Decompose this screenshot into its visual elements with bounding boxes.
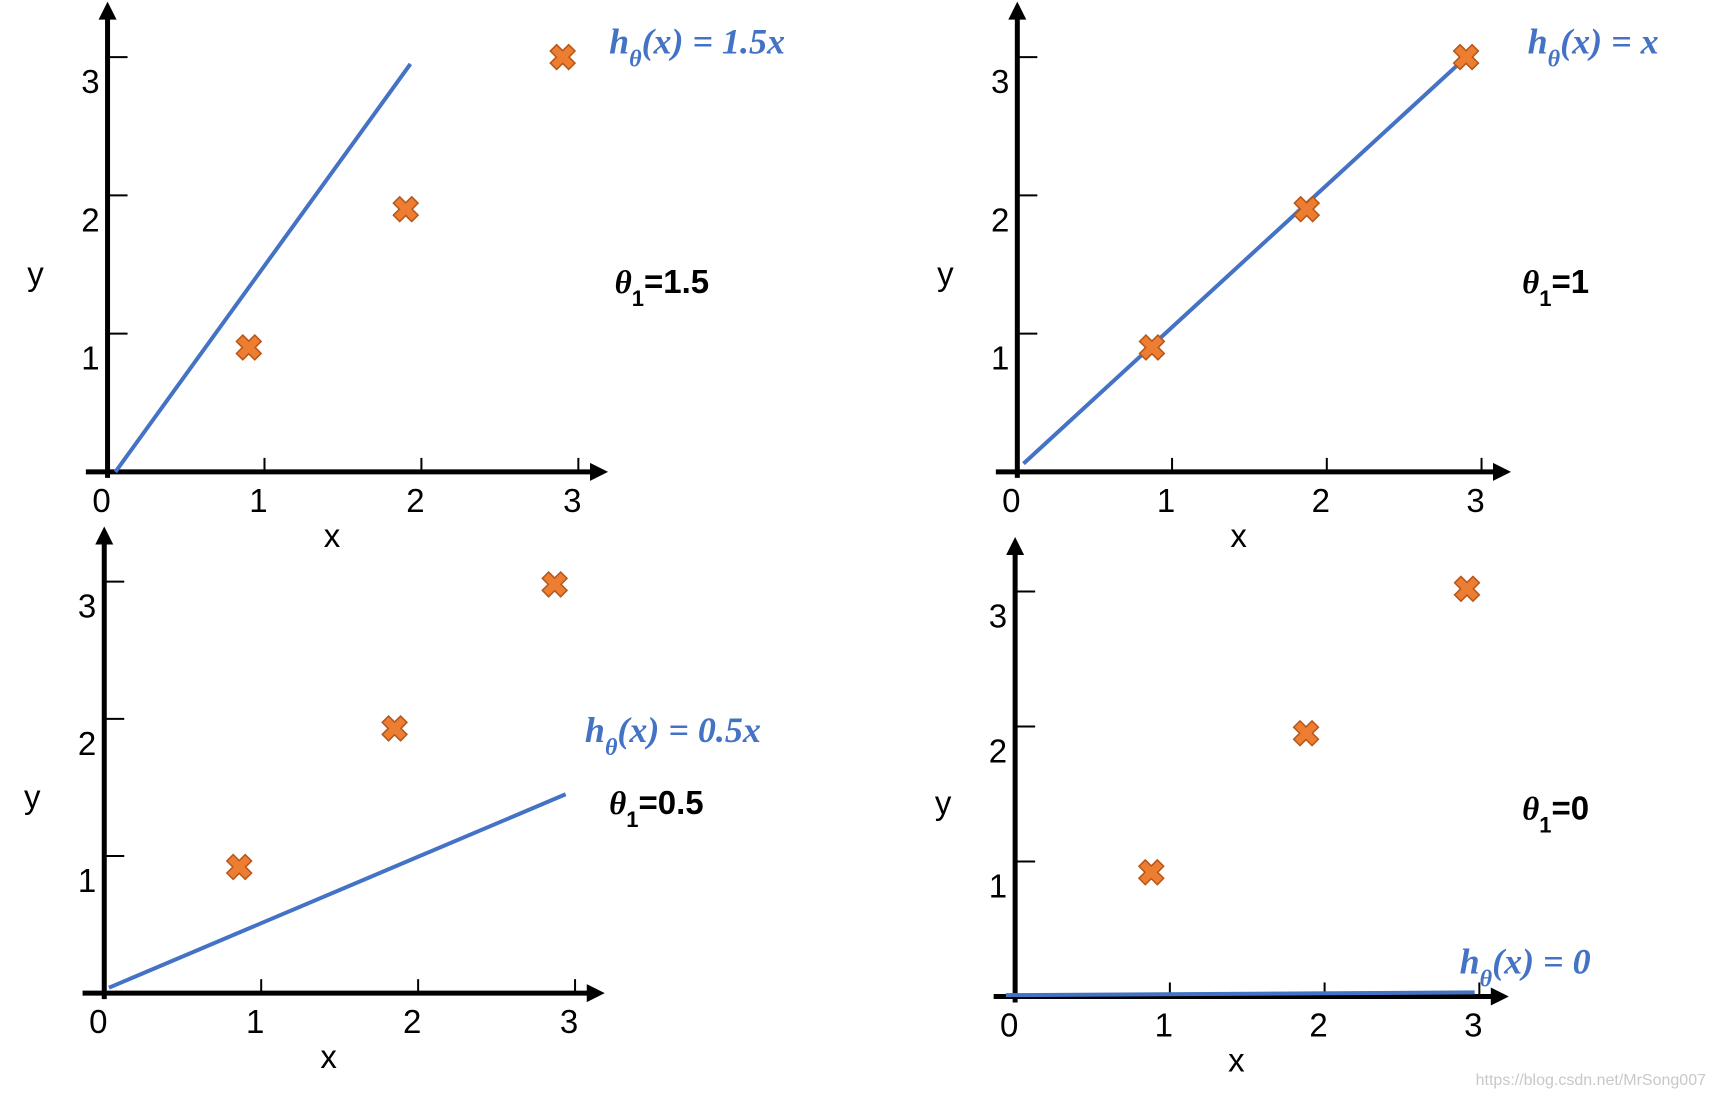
x-tick-label: 2 bbox=[1309, 1006, 1327, 1043]
data-point bbox=[392, 195, 420, 223]
parameter-value: =0 bbox=[1552, 790, 1590, 827]
y-tick-label: 1 bbox=[78, 862, 96, 899]
x-tick-label: 3 bbox=[563, 482, 581, 519]
x-tick-label: 3 bbox=[560, 1003, 578, 1040]
formula-subscript: θ bbox=[629, 47, 642, 73]
parameter-value: =0.5 bbox=[638, 784, 703, 821]
formula-part: (x) = 1.5x bbox=[642, 22, 786, 62]
x-axis-label: x bbox=[320, 1038, 337, 1075]
x-tick-label: 0 bbox=[89, 1003, 107, 1040]
hypothesis-line bbox=[108, 792, 567, 990]
x-axis-arrow bbox=[590, 462, 609, 481]
formula-subscript: θ bbox=[1548, 47, 1561, 73]
x-axis-label: x bbox=[1228, 1041, 1245, 1078]
y-tick-label: 1 bbox=[991, 340, 1009, 377]
parameter-subscript: 1 bbox=[1539, 812, 1551, 837]
x-tick-label: 2 bbox=[406, 482, 424, 519]
y-axis-arrow bbox=[95, 526, 114, 545]
data-point bbox=[549, 43, 577, 71]
watermark: https://blog.csdn.net/MrSong007 bbox=[1476, 1072, 1706, 1089]
data-point bbox=[1452, 43, 1480, 71]
y-tick-label: 2 bbox=[78, 725, 96, 762]
x-axis-arrow bbox=[586, 984, 605, 1003]
x-tick-label: 0 bbox=[1002, 482, 1020, 519]
x-tick-label: 1 bbox=[246, 1003, 264, 1040]
formula-subscript: θ bbox=[1480, 966, 1493, 992]
parameter-subscript: 1 bbox=[626, 807, 638, 832]
y-tick-label: 2 bbox=[991, 201, 1009, 238]
y-tick-label: 3 bbox=[991, 63, 1009, 100]
hypothesis-line bbox=[113, 62, 413, 474]
x-axis-label: x bbox=[324, 517, 341, 554]
x-tick-label: 3 bbox=[1464, 1006, 1482, 1043]
formula: hθ(x) = 1.5x bbox=[609, 22, 785, 73]
y-tick-label: 1 bbox=[989, 867, 1007, 904]
y-tick-label: 2 bbox=[989, 733, 1007, 770]
parameter: θ1=0.5 bbox=[609, 784, 704, 832]
data-point bbox=[1137, 858, 1165, 886]
x-tick-label: 2 bbox=[1312, 482, 1330, 519]
formula-part: h bbox=[1460, 941, 1480, 981]
parameter: θ1=0 bbox=[1522, 790, 1589, 838]
formula-part: h bbox=[609, 22, 629, 62]
x-axis-arrow bbox=[1493, 462, 1512, 481]
hypothesis-line bbox=[1005, 990, 1475, 998]
x-tick-label: 1 bbox=[249, 482, 267, 519]
data-point bbox=[381, 714, 409, 742]
formula-part: h bbox=[1528, 22, 1548, 62]
y-axis-arrow bbox=[1008, 1, 1027, 20]
x-tick-label: 1 bbox=[1157, 482, 1175, 519]
x-tick-label: 2 bbox=[403, 1003, 421, 1040]
formula-part: (x) = 0 bbox=[1492, 941, 1591, 981]
data-point bbox=[1293, 195, 1321, 223]
parameter-value: =1.5 bbox=[644, 263, 709, 300]
data-point bbox=[225, 853, 253, 881]
data-point bbox=[235, 334, 263, 361]
parameter: θ1=1 bbox=[1522, 263, 1589, 311]
x-tick-label: 0 bbox=[1000, 1006, 1018, 1043]
y-axis-label: y bbox=[27, 255, 44, 292]
parameter-symbol: θ bbox=[1522, 792, 1539, 828]
parameter-subscript: 1 bbox=[1539, 285, 1551, 310]
x-axis-arrow bbox=[1490, 987, 1509, 1006]
formula: hθ(x) = 0 bbox=[1460, 941, 1591, 992]
y-tick-label: 2 bbox=[81, 201, 99, 238]
data-point bbox=[541, 570, 569, 598]
y-tick-label: 3 bbox=[81, 63, 99, 100]
formula-subscript: θ bbox=[605, 735, 618, 761]
x-tick-label: 3 bbox=[1466, 482, 1484, 519]
hypothesis-line bbox=[1022, 51, 1473, 466]
data-point bbox=[1138, 334, 1166, 361]
formula-part: (x) = 0.5x bbox=[617, 710, 761, 750]
parameter-symbol: θ bbox=[609, 786, 626, 822]
y-tick-label: 3 bbox=[78, 588, 96, 625]
x-tick-label: 1 bbox=[1155, 1006, 1173, 1043]
data-point bbox=[1453, 575, 1481, 603]
y-axis-label: y bbox=[935, 784, 952, 821]
parameter: θ1=1.5 bbox=[615, 263, 710, 311]
y-axis-arrow bbox=[98, 1, 117, 20]
parameter-subscript: 1 bbox=[632, 285, 644, 310]
parameter-symbol: θ bbox=[615, 265, 632, 301]
formula: hθ(x) = x bbox=[1528, 22, 1659, 73]
y-axis-label: y bbox=[937, 255, 954, 292]
formula: hθ(x) = 0.5x bbox=[585, 710, 761, 761]
formula-part: h bbox=[585, 710, 605, 750]
data-point bbox=[1292, 719, 1320, 747]
parameter-symbol: θ bbox=[1522, 265, 1539, 301]
x-tick-label: 0 bbox=[92, 482, 110, 519]
x-axis-label: x bbox=[1230, 517, 1247, 554]
y-axis-label: y bbox=[24, 778, 41, 815]
y-tick-label: 1 bbox=[81, 340, 99, 377]
parameter-value: =1 bbox=[1552, 263, 1590, 300]
y-axis-arrow bbox=[1006, 537, 1025, 556]
y-tick-label: 3 bbox=[989, 598, 1007, 635]
formula-part: (x) = x bbox=[1560, 22, 1659, 62]
